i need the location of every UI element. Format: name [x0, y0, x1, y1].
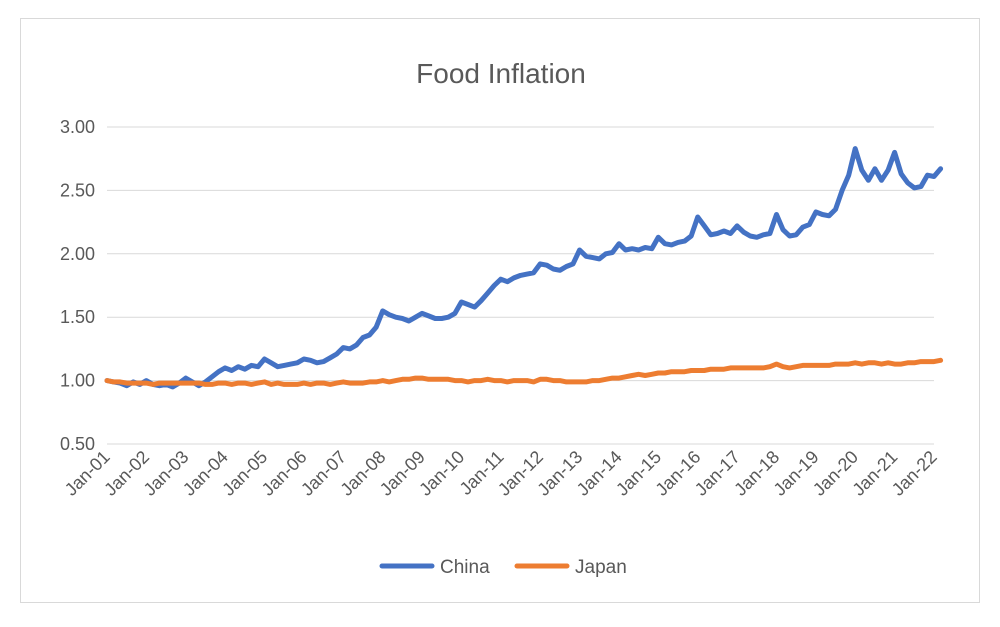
x-tick-label: Jan-22: [888, 447, 941, 500]
chart-svg: Food Inflation 0.501.001.502.002.503.00 …: [60, 58, 944, 578]
chart-area: Food Inflation 0.50 1.00 1.50 2.00 2.50 3.00 …: [20, 18, 980, 603]
y-tick-label: 1.00: [60, 371, 95, 391]
x-tick-label: Jan-10: [415, 447, 468, 500]
series-line-japan: [104, 357, 944, 387]
y-axis-ticks: 0.50 1.00 1.50 2.00 2.50 3.00: [60, 117, 95, 454]
y-tick-label: 3.00: [60, 117, 95, 137]
legend-label-japan: Japan: [575, 557, 627, 578]
y-tick-label: 2.50: [60, 180, 95, 200]
x-axis-ticks: Jan-01Jan-02Jan-03Jan-04Jan-05Jan-06Jan-…: [61, 447, 941, 500]
gridlines: [107, 126, 934, 445]
series-line-china: [104, 146, 944, 390]
legend-label-china: China: [440, 557, 490, 578]
y-tick-label: 0.50: [60, 434, 95, 454]
chart-title: Food Inflation: [416, 58, 586, 89]
y-tick-label: 1.50: [60, 307, 95, 327]
y-tick-label: 2.00: [60, 244, 95, 264]
series-lines: [104, 146, 944, 390]
legend: China Japan: [379, 557, 627, 578]
